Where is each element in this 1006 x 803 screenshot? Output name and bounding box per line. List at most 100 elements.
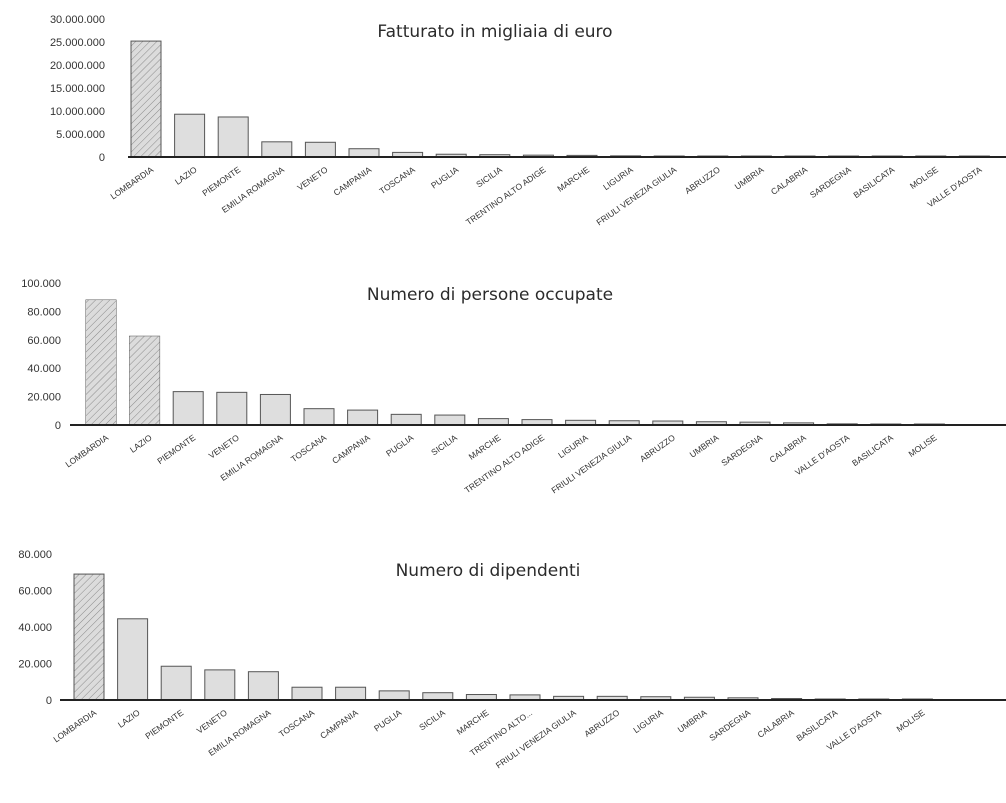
x-tick-label: CALABRIA bbox=[768, 432, 808, 464]
x-tick-label: CAMPANIA bbox=[332, 164, 374, 197]
x-tick-label: FRIULI VENEZIA GIULIA bbox=[494, 707, 578, 770]
y-tick-label: 100.000 bbox=[21, 278, 61, 290]
bar bbox=[117, 618, 149, 701]
x-tick-label: SARDEGNA bbox=[707, 707, 752, 743]
x-tick-label: SICILIA bbox=[474, 164, 504, 189]
y-tick-label: 5.000.000 bbox=[56, 129, 105, 141]
x-tick-label: FRIULI VENEZIA GIULIA bbox=[549, 432, 633, 495]
bar bbox=[172, 391, 204, 426]
x-tick-label: LAZIO bbox=[128, 432, 154, 455]
x-tick-label: VENETO bbox=[295, 164, 330, 192]
y-tick-label: 60.000 bbox=[18, 586, 52, 598]
bar bbox=[160, 665, 192, 701]
x-tick-label: PIEMONTE bbox=[143, 707, 185, 741]
x-tick-label: BASILICATA bbox=[851, 164, 896, 200]
x-tick-label: VENETO bbox=[195, 707, 230, 735]
x-tick-label: UMBRIA bbox=[676, 707, 709, 734]
x-tick-label: SICILIA bbox=[429, 432, 459, 457]
x-tick-label: TRENTINO ALTO ADIGE bbox=[463, 432, 547, 495]
bar bbox=[247, 671, 279, 701]
bar-hatch bbox=[129, 336, 160, 425]
x-tick-label: ABRUZZO bbox=[638, 432, 677, 464]
chart-title: Numero di dipendenti bbox=[396, 561, 581, 581]
bar bbox=[335, 686, 367, 701]
x-tick-label: LIGURIA bbox=[601, 164, 635, 192]
bar bbox=[174, 113, 206, 158]
y-tick-label: 30.000.000 bbox=[50, 14, 105, 26]
bar bbox=[217, 116, 249, 158]
bar bbox=[348, 148, 380, 158]
y-tick-label: 40.000 bbox=[18, 622, 52, 634]
x-tick-label: LAZIO bbox=[116, 707, 142, 730]
x-tick-label: CAMPANIA bbox=[330, 432, 372, 465]
dipendenti-chart: Numero di dipendenti 0 20.000 40.000 60.000… bbox=[18, 549, 1006, 770]
bar bbox=[303, 408, 335, 426]
y-tick-label: 10.000.000 bbox=[50, 106, 105, 118]
y-tick-label: 15.000.000 bbox=[50, 83, 105, 95]
y-tick-label: 80.000 bbox=[18, 549, 52, 561]
x-tick-label: ABRUZZO bbox=[582, 707, 621, 739]
chart-title: Numero di persone occupate bbox=[367, 285, 613, 305]
x-tick-label: PUGLIA bbox=[372, 707, 404, 733]
x-tick-label: TOSCANA bbox=[277, 707, 317, 739]
bar bbox=[422, 692, 454, 701]
y-tick-label: 60.000 bbox=[27, 335, 61, 347]
bar bbox=[73, 573, 105, 701]
x-tick-label: FRIULI VENEZIA GIULIA bbox=[594, 164, 678, 227]
chart-title: Fatturato in migliaia di euro bbox=[377, 22, 612, 42]
bar bbox=[291, 686, 323, 701]
x-tick-label: LOMBARDIA bbox=[51, 707, 98, 744]
x-tick-label: LOMBARDIA bbox=[63, 432, 110, 469]
x-tick-label: ABRUZZO bbox=[683, 164, 722, 196]
persone-occupate-chart: Numero di persone occupate 0 20.000 40.000… bbox=[21, 278, 1006, 495]
x-tick-label: MOLISE bbox=[894, 707, 926, 734]
x-tick-label: PIEMONTE bbox=[155, 432, 197, 466]
x-tick-label: LAZIO bbox=[173, 164, 199, 187]
x-tick-label: SICILIA bbox=[417, 707, 447, 732]
x-tick-label: LOMBARDIA bbox=[108, 164, 155, 201]
y-tick-label: 0 bbox=[55, 420, 61, 432]
bar bbox=[130, 40, 162, 158]
x-tick-label: UMBRIA bbox=[733, 164, 766, 191]
x-tick-label: PUGLIA bbox=[384, 432, 416, 458]
bar bbox=[259, 393, 291, 426]
y-tick-label: 20.000 bbox=[27, 392, 61, 404]
x-tick-label: TOSCANA bbox=[377, 164, 417, 196]
bar bbox=[434, 414, 466, 426]
bar bbox=[216, 391, 248, 426]
bar bbox=[378, 690, 410, 701]
bar bbox=[261, 141, 293, 158]
x-tick-label: TRENTINO ALTO ADIGE bbox=[464, 164, 548, 227]
y-tick-label: 40.000 bbox=[27, 363, 61, 375]
x-tick-label: PIEMONTE bbox=[200, 164, 242, 198]
x-tick-label: PUGLIA bbox=[429, 164, 461, 190]
y-tick-label: 20.000 bbox=[18, 659, 52, 671]
x-tick-label: CALABRIA bbox=[769, 164, 809, 196]
x-tick-label: MARCHE bbox=[455, 707, 491, 737]
x-tick-label: SARDEGNA bbox=[808, 164, 853, 200]
fatturato-chart: Fatturato in migliaia di euro 0 5.000.000… bbox=[50, 14, 1006, 227]
bar bbox=[304, 141, 336, 158]
bar bbox=[390, 413, 422, 426]
x-tick-label: MOLISE bbox=[908, 164, 940, 191]
x-tick-label: SARDEGNA bbox=[719, 432, 764, 468]
y-tick-label: 0 bbox=[46, 695, 52, 707]
y-tick-label: 0 bbox=[99, 152, 105, 164]
x-tick-label: MOLISE bbox=[906, 432, 938, 459]
x-tick-label: BASILICATA bbox=[850, 432, 895, 468]
x-tick-label: MARCHE bbox=[467, 432, 503, 462]
y-tick-label: 80.000 bbox=[27, 306, 61, 318]
x-tick-label: CAMPANIA bbox=[318, 707, 360, 740]
x-tick-label: VENETO bbox=[207, 432, 242, 460]
x-tick-label: UMBRIA bbox=[688, 432, 721, 459]
x-tick-label: TOSCANA bbox=[289, 432, 329, 464]
bar bbox=[204, 669, 236, 701]
x-tick-label: LIGURIA bbox=[631, 707, 665, 735]
bar bbox=[347, 409, 379, 426]
x-tick-label: MARCHE bbox=[555, 164, 591, 194]
x-tick-label: LIGURIA bbox=[556, 432, 590, 460]
x-tick-label: CALABRIA bbox=[756, 707, 796, 739]
y-tick-label: 25.000.000 bbox=[50, 37, 105, 49]
y-tick-label: 20.000.000 bbox=[50, 60, 105, 72]
